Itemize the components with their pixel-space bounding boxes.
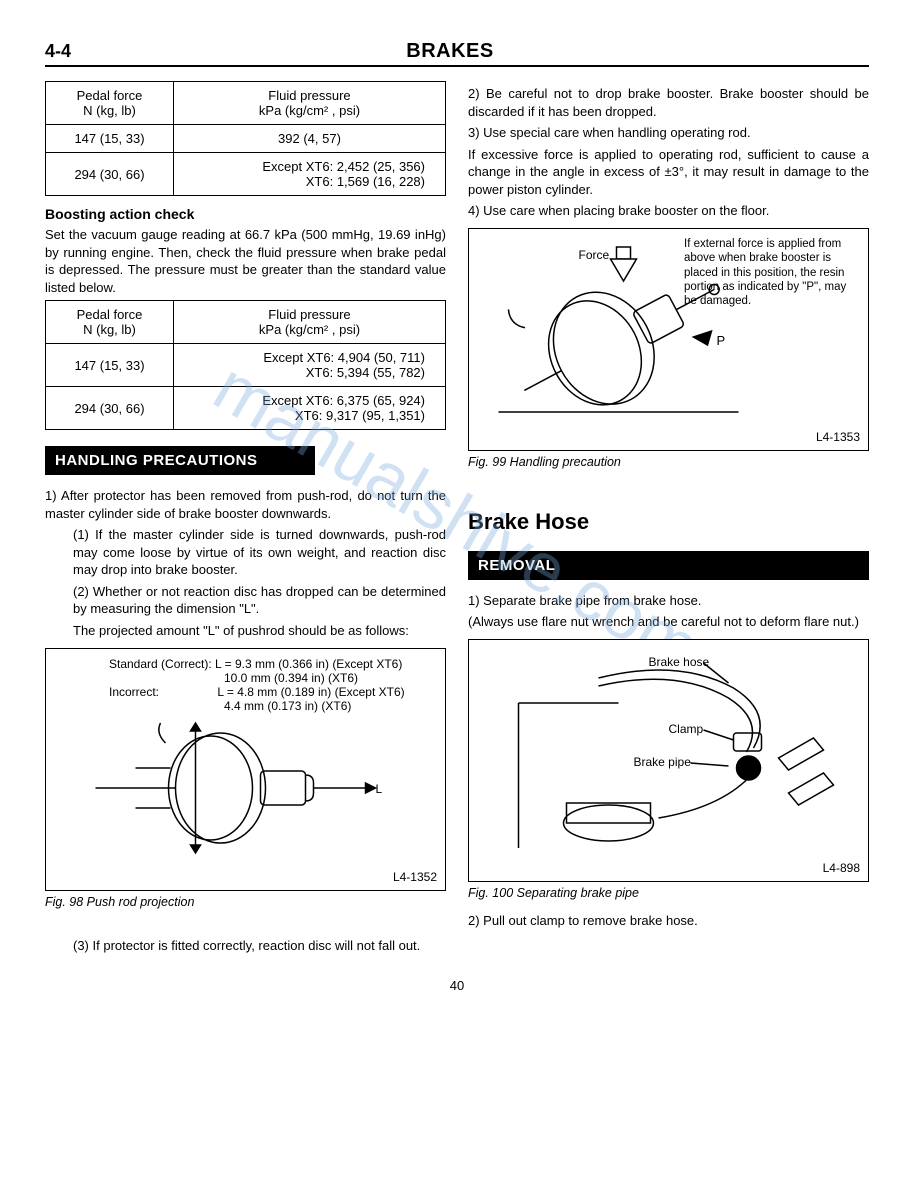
- hp-step-1: 1) After protector has been removed from…: [45, 487, 446, 522]
- figure-99-box: Force P If external force is applied fro…: [468, 228, 869, 451]
- page-title: BRAKES: [406, 40, 493, 63]
- svg-text:P: P: [717, 333, 726, 348]
- removal-step-2: 2) Pull out clamp to remove brake hose.: [468, 912, 869, 930]
- rp-step-4: 4) Use care when placing brake booster o…: [468, 202, 869, 220]
- right-column: 2) Be careful not to drop brake booster.…: [468, 81, 869, 958]
- cell: 294 (30, 66): [46, 153, 174, 196]
- fig100-caption: Fig. 100 Separating brake pipe: [468, 886, 869, 900]
- hp-step-1c: The projected amount "L" of pushrod shou…: [73, 622, 446, 640]
- table-row: 294 (30, 66) Except XT6: 2,452 (25, 356)…: [46, 153, 446, 196]
- fig98-label: L4-1352: [393, 870, 437, 884]
- fig98-line1: Standard (Correct): L = 9.3 mm (0.366 in…: [109, 657, 437, 671]
- table-pedal-force-2: Pedal force N (kg, lb) Fluid pressure kP…: [45, 300, 446, 430]
- rp-step-3: 3) Use special care when handling operat…: [468, 124, 869, 142]
- rp-step-3b: If excessive force is applied to operati…: [468, 146, 869, 199]
- fig99-caption: Fig. 99 Handling precaution: [468, 455, 869, 469]
- hp-step-1b: (2) Whether or not reaction disc has dro…: [73, 583, 446, 618]
- left-column: Pedal force N (kg, lb) Fluid pressure kP…: [45, 81, 446, 958]
- boosting-paragraph: Set the vacuum gauge reading at 66.7 kPa…: [45, 226, 446, 296]
- handling-precautions-bar: HANDLING PRECAUTIONS: [45, 446, 315, 475]
- rp-step-2: 2) Be careful not to drop brake booster.…: [468, 85, 869, 120]
- cell: 147 (15, 33): [46, 125, 174, 153]
- cell: 392 (4, 57): [173, 125, 445, 153]
- cell: 147 (15, 33): [46, 344, 174, 387]
- brake-hose-title: Brake Hose: [468, 509, 869, 535]
- table-row: 147 (15, 33) Except XT6: 4,904 (50, 711)…: [46, 344, 446, 387]
- svg-text:L: L: [376, 782, 383, 796]
- cell: Except XT6: 2,452 (25, 356) XT6: 1,569 (…: [173, 153, 445, 196]
- fig98-line2: 10.0 mm (0.394 in) (XT6): [109, 671, 437, 685]
- removal-bar: REMOVAL: [468, 551, 869, 580]
- cell: Except XT6: 4,904 (50, 711) XT6: 5,394 (…: [173, 344, 445, 387]
- fig99-note: If external force is applied from above …: [684, 237, 860, 309]
- table-row: 294 (30, 66) Except XT6: 6,375 (65, 924)…: [46, 387, 446, 430]
- hp-step-1a: (1) If the master cylinder side is turne…: [73, 526, 446, 579]
- fig98-line3: Incorrect:: [109, 685, 159, 699]
- cell: Except XT6: 6,375 (65, 924) XT6: 9,317 (…: [173, 387, 445, 430]
- fig99-label: L4-1353: [816, 430, 860, 444]
- table1-head-c1: Pedal force N (kg, lb): [46, 82, 174, 125]
- page-header: 4-4 BRAKES: [45, 40, 869, 67]
- table2-head-c1: Pedal force N (kg, lb): [46, 301, 174, 344]
- table-pedal-force-1: Pedal force N (kg, lb) Fluid pressure kP…: [45, 81, 446, 196]
- fig98-line4: 4.4 mm (0.173 in) (XT6): [109, 699, 437, 713]
- fig98-line3b: L = 4.8 mm (0.189 in) (Except XT6): [162, 685, 404, 699]
- footer-page-number: 40: [45, 978, 869, 993]
- table2-head-c2: Fluid pressure kPa (kg/cm² , psi): [173, 301, 445, 344]
- removal-step-1: 1) Separate brake pipe from brake hose.: [468, 592, 869, 610]
- hp-step-1d: (3) If protector is fitted correctly, re…: [73, 937, 446, 955]
- cell: 294 (30, 66): [46, 387, 174, 430]
- brake-hose-diagram-icon: Brake hose Clamp Brake pipe: [477, 648, 860, 863]
- svg-text:Brake pipe: Brake pipe: [634, 755, 692, 769]
- removal-step-1b: (Always use flare nut wrench and be care…: [468, 613, 869, 631]
- figure-100-box: Brake hose Clamp Brake pipe L4-898: [468, 639, 869, 882]
- svg-text:Brake hose: Brake hose: [649, 655, 710, 669]
- svg-text:Clamp: Clamp: [669, 722, 704, 736]
- table1-head-c2: Fluid pressure kPa (kg/cm² , psi): [173, 82, 445, 125]
- figure-98-box: Standard (Correct): L = 9.3 mm (0.366 in…: [45, 648, 446, 891]
- boosting-heading: Boosting action check: [45, 206, 446, 222]
- table-row: 147 (15, 33) 392 (4, 57): [46, 125, 446, 153]
- fig100-label: L4-898: [823, 861, 860, 875]
- page-number: 4-4: [45, 41, 71, 62]
- svg-text:Force: Force: [579, 248, 610, 262]
- brake-booster-diagram-icon: L: [54, 713, 437, 863]
- fig98-caption: Fig. 98 Push rod projection: [45, 895, 446, 909]
